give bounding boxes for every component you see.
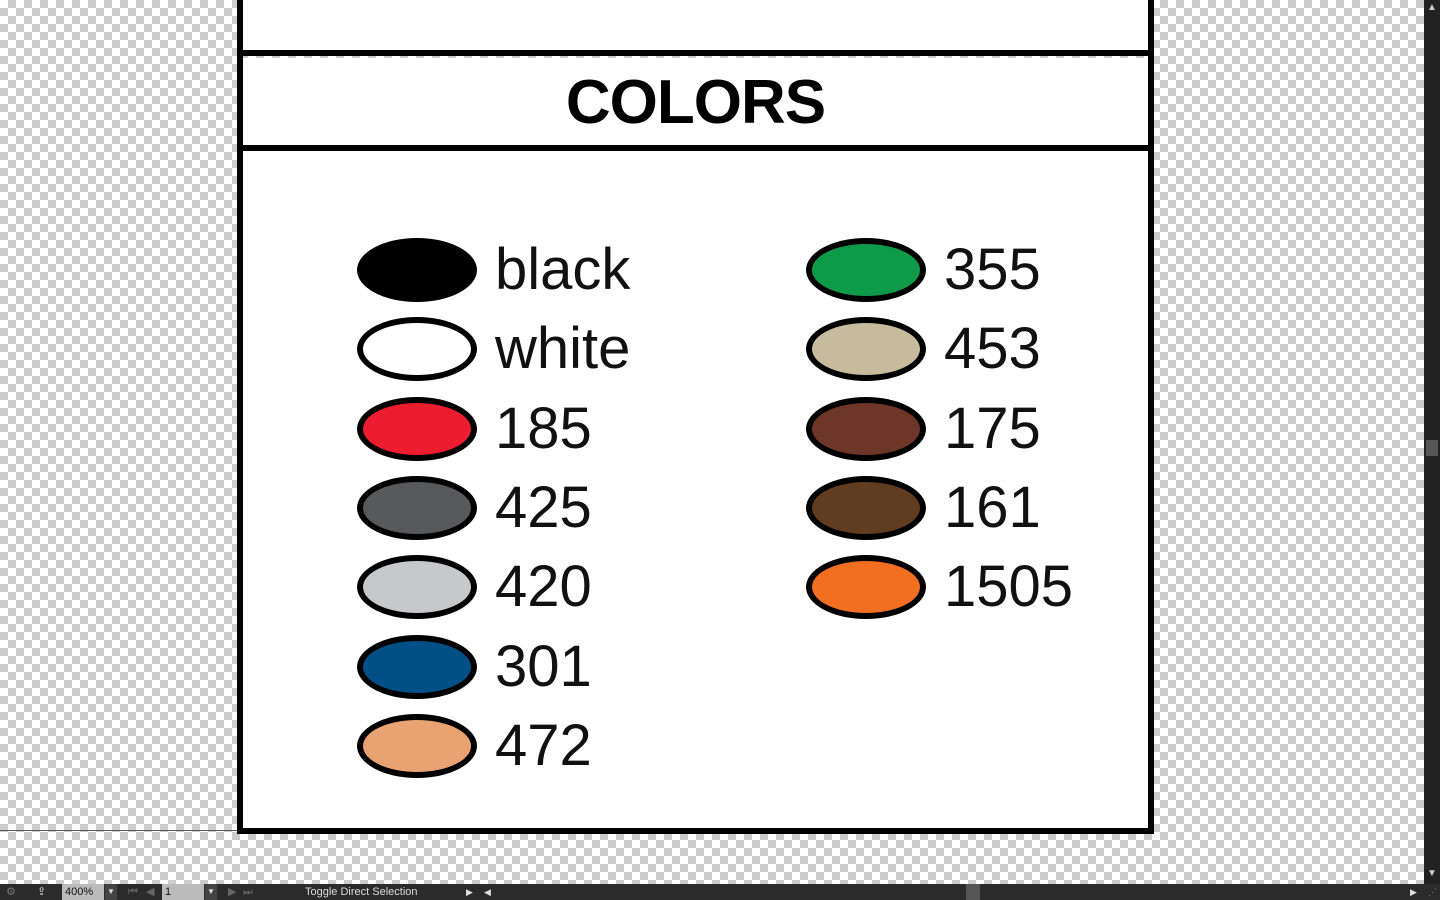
color-swatch: [806, 555, 926, 620]
resize-grip-icon[interactable]: ⋰: [1428, 887, 1437, 897]
color-swatch: [357, 634, 477, 699]
divider-line: [237, 145, 1154, 151]
scroll-left-icon[interactable]: ◀: [484, 887, 491, 897]
color-label: 453: [944, 316, 1041, 382]
color-label: 425: [495, 474, 592, 540]
horizontal-scroll-thumb[interactable]: [966, 884, 980, 900]
color-swatch: [357, 475, 477, 540]
color-swatch-item: white: [357, 316, 630, 382]
document-canvas[interactable]: COLORS black white 185 425 420 301 472 355 453 17…: [0, 0, 1424, 884]
color-swatch: [806, 475, 926, 540]
color-label: 472: [495, 712, 592, 778]
color-swatch: [357, 396, 477, 461]
next-artboard-icon[interactable]: ▶: [228, 886, 237, 898]
color-label: 1505: [944, 554, 1074, 620]
color-swatch: [357, 555, 477, 620]
color-label: 175: [944, 395, 1041, 461]
color-swatch: [357, 238, 477, 302]
color-swatch-item: 425: [357, 475, 592, 541]
color-label: 161: [944, 474, 1041, 540]
color-label: white: [495, 316, 631, 382]
color-swatch-item: 175: [806, 396, 1041, 462]
color-swatch-item: 453: [806, 316, 1041, 382]
color-swatch: [357, 317, 477, 382]
share-icon[interactable]: ⇪: [37, 886, 47, 898]
color-swatch: [357, 713, 477, 778]
last-artboard-icon[interactable]: ⏭: [243, 886, 253, 898]
artboard-edge: [0, 830, 237, 831]
color-swatch-item: 1505: [806, 554, 1073, 620]
scroll-right-icon[interactable]: ▶: [1410, 887, 1417, 897]
color-swatch: [806, 317, 926, 382]
vertical-scroll-thumb[interactable]: [1426, 440, 1438, 456]
color-swatch-item: 301: [357, 634, 592, 700]
color-label: 185: [495, 395, 592, 461]
scroll-up-icon[interactable]: ▲: [1427, 2, 1437, 13]
artboard-number-field[interactable]: 1: [162, 884, 204, 900]
colors-title: COLORS: [243, 58, 1148, 147]
color-swatch-item: 355: [806, 237, 1041, 303]
status-text: Toggle Direct Selection: [305, 886, 418, 898]
zoom-dropdown-icon[interactable]: ▼: [105, 884, 117, 900]
status-bar: ⚙ ⇪ 400% ▼ ⏮ ◀ 1 ▼ ▶ ⏭ Toggle Direct Sel…: [0, 884, 1440, 900]
color-swatch-item: 185: [357, 396, 592, 462]
first-artboard-icon[interactable]: ⏮: [128, 886, 138, 898]
status-menu-icon[interactable]: ▶: [466, 887, 473, 897]
color-swatch-item: 161: [806, 475, 1041, 541]
color-label: 301: [495, 633, 592, 699]
color-swatch: [806, 396, 926, 461]
zoom-field[interactable]: 400%: [62, 884, 104, 900]
color-label: 420: [495, 554, 592, 620]
color-swatch: [806, 238, 926, 302]
color-swatch-item: 472: [357, 713, 592, 779]
gear-icon[interactable]: ⚙: [6, 886, 16, 898]
top-cell: [243, 0, 1148, 52]
scroll-down-icon[interactable]: ▼: [1427, 868, 1437, 879]
artboard-dropdown-icon[interactable]: ▼: [205, 884, 217, 900]
color-label: 355: [944, 237, 1041, 302]
table-border: [237, 0, 1154, 834]
prev-artboard-icon[interactable]: ◀: [146, 886, 155, 898]
divider-line: [237, 50, 1154, 56]
color-swatch-item: black: [357, 237, 630, 303]
color-label: black: [495, 237, 631, 302]
color-swatch-item: 420: [357, 554, 592, 620]
